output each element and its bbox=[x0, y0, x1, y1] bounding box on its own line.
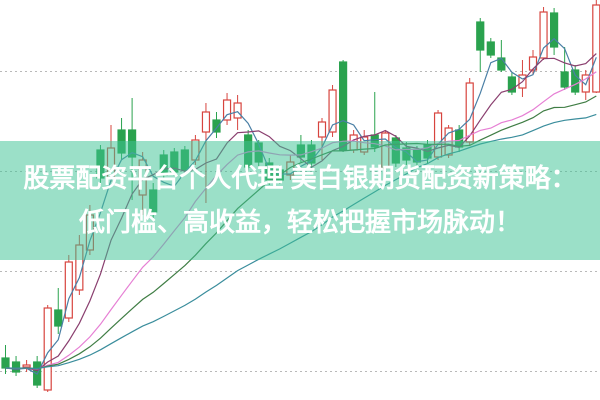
candle-down bbox=[507, 72, 516, 95]
candle-up bbox=[75, 235, 84, 295]
candle-down bbox=[560, 47, 569, 90]
candle-up bbox=[592, 0, 600, 93]
candle-down bbox=[391, 135, 400, 167]
candle-down bbox=[170, 148, 179, 176]
candle-up bbox=[106, 125, 116, 182]
ma-line-ma-mid bbox=[5, 71, 597, 370]
candle-up bbox=[539, 7, 548, 60]
candle-up bbox=[43, 305, 52, 392]
ma-line-ma-fast bbox=[5, 37, 597, 375]
candle-up bbox=[381, 130, 390, 172]
candle-down bbox=[476, 18, 485, 72]
ma-line-ma-short bbox=[5, 53, 597, 372]
candle-down bbox=[96, 145, 105, 185]
candle-down bbox=[149, 183, 158, 218]
candle-down bbox=[212, 112, 221, 138]
candle-down bbox=[497, 40, 506, 72]
candle-down bbox=[117, 118, 126, 160]
candle-down bbox=[54, 288, 63, 334]
candle-down bbox=[11, 356, 21, 376]
candle-down bbox=[307, 140, 316, 168]
candle-down bbox=[486, 38, 495, 58]
candle-up bbox=[528, 50, 538, 75]
candle-up bbox=[22, 360, 31, 372]
candle-up bbox=[433, 110, 443, 160]
candle-down bbox=[339, 60, 348, 152]
candle-up bbox=[328, 85, 337, 137]
candle-down bbox=[159, 150, 168, 180]
moving-average-lines bbox=[5, 37, 597, 375]
candle-down bbox=[244, 130, 253, 172]
candle-down bbox=[1, 345, 10, 374]
candle-up bbox=[222, 93, 232, 125]
candle-down bbox=[549, 8, 559, 55]
candle-up bbox=[64, 255, 73, 322]
candle-down bbox=[128, 98, 137, 200]
candle-down bbox=[571, 65, 580, 95]
candles bbox=[1, 0, 600, 392]
